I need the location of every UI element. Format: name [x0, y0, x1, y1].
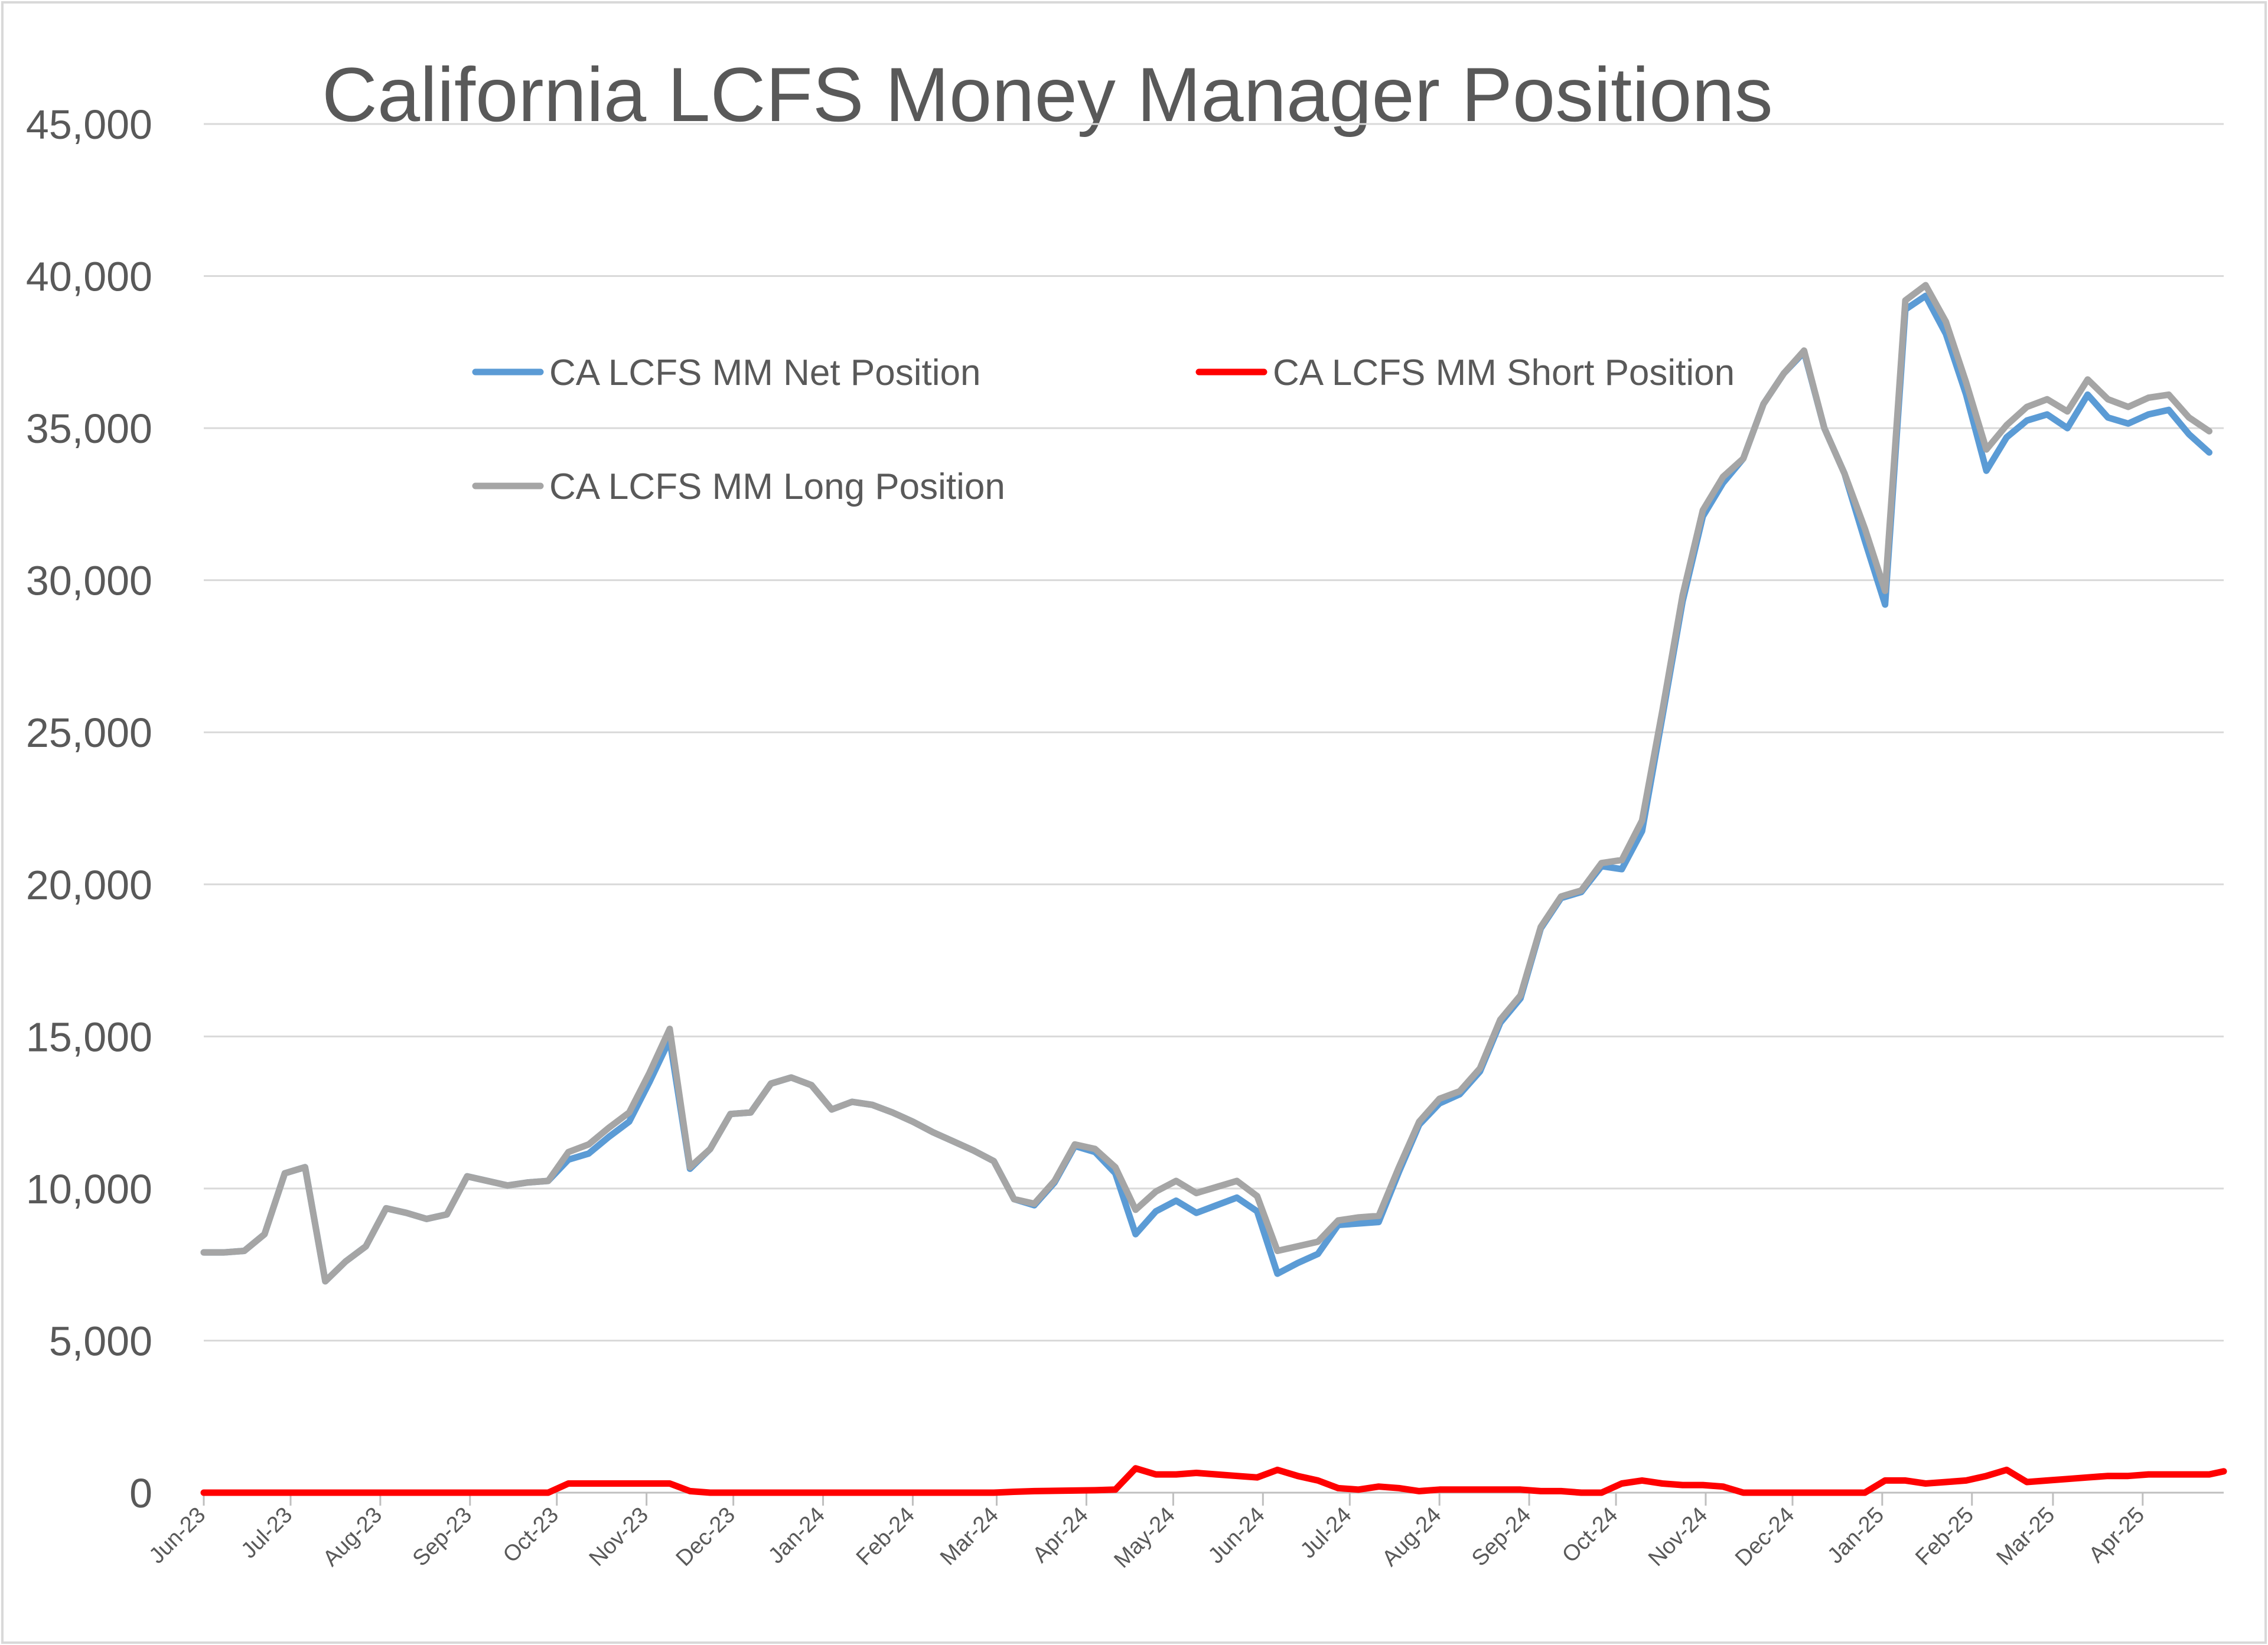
- legend: CA LCFS MM Net Position CA LCFS MM Short …: [472, 352, 1735, 507]
- y-tick-label: 40,000: [26, 254, 152, 300]
- series-line-2: [200, 282, 2212, 1285]
- series-layer: [200, 282, 2227, 1496]
- y-tick-label: 15,000: [26, 1014, 152, 1060]
- y-tick-label: 20,000: [26, 862, 152, 908]
- y-tick-label: 0: [129, 1470, 152, 1516]
- y-tick-label: 25,000: [26, 710, 152, 756]
- y-tick-label: 45,000: [26, 102, 152, 148]
- series-line-1: [200, 1465, 2227, 1496]
- legend-label: CA LCFS MM Short Position: [1273, 352, 1735, 393]
- y-tick-label: 10,000: [26, 1166, 152, 1212]
- y-tick-label: 30,000: [26, 558, 152, 604]
- y-tick-label: 35,000: [26, 406, 152, 452]
- legend-label: CA LCFS MM Net Position: [549, 352, 980, 393]
- y-tick-label: 5,000: [49, 1318, 152, 1364]
- legend-label: CA LCFS MM Long Position: [549, 466, 1005, 507]
- y-axis-ticks: 0 5,000 10,000 15,000 20,000 25,000 30,000 35,0…: [26, 102, 152, 1516]
